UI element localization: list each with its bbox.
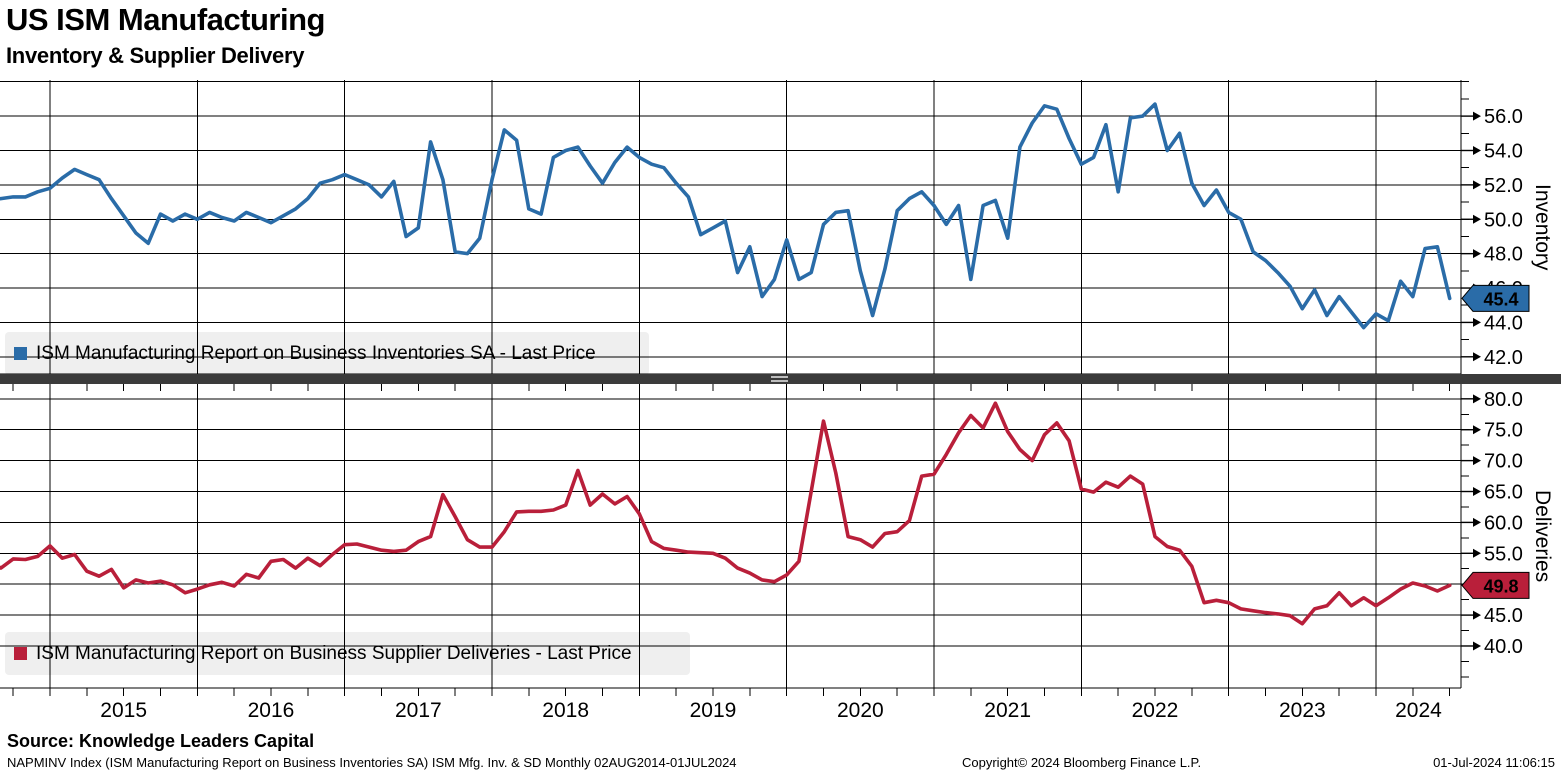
x-axis-year-label: 2021	[984, 699, 1031, 722]
page-subtitle: Inventory & Supplier Delivery	[6, 43, 305, 68]
svg-text:44.0: 44.0	[1484, 312, 1523, 334]
deliveries-legend-label: ISM Manufacturing Report on Business Sup…	[36, 642, 632, 664]
inventory-legend-label: ISM Manufacturing Report on Business Inv…	[36, 342, 596, 364]
ticker-description: NAPMINV Index (ISM Manufacturing Report …	[7, 755, 737, 770]
x-axis-year-label: 2017	[395, 699, 442, 722]
svg-text:60.0: 60.0	[1484, 512, 1523, 534]
inventory-legend-box	[5, 332, 649, 375]
deliveries-legend-box	[5, 632, 690, 675]
x-axis-year-label: 2015	[100, 699, 147, 722]
svg-text:70.0: 70.0	[1484, 451, 1523, 473]
svg-text:45.0: 45.0	[1484, 605, 1523, 627]
svg-text:75.0: 75.0	[1484, 420, 1523, 442]
inventory-legend-swatch	[14, 347, 27, 360]
svg-text:56.0: 56.0	[1484, 106, 1523, 128]
timestamp: 01-Jul-2024 11:06:15	[1433, 755, 1555, 770]
svg-text:50.0: 50.0	[1484, 209, 1523, 231]
svg-text:52.0: 52.0	[1484, 175, 1523, 197]
svg-text:80.0: 80.0	[1484, 389, 1523, 411]
inventory-axis-title: Inventory	[1531, 183, 1554, 271]
svg-text:40.0: 40.0	[1484, 636, 1523, 658]
inventory-last-price-badge: 45.4	[1461, 284, 1530, 312]
x-axis-year-label: 2023	[1279, 699, 1326, 722]
source-line: Source: Knowledge Leaders Capital	[7, 731, 315, 751]
pane-resize-grip-icon[interactable]	[771, 376, 788, 382]
svg-text:45.4: 45.4	[1483, 289, 1518, 309]
deliveries-legend: ISM Manufacturing Report on Business Sup…	[14, 632, 632, 675]
copyright-line: Copyright© 2024 Bloomberg Finance L.P.	[962, 755, 1202, 770]
x-axis-year-label: 2019	[690, 699, 737, 722]
pane-divider[interactable]	[0, 374, 1561, 384]
page-title: US ISM Manufacturing	[6, 2, 325, 37]
inventory-series-line	[0, 102, 1452, 330]
x-axis-year-label: 2024	[1395, 699, 1442, 722]
inventory-legend: ISM Manufacturing Report on Business Inv…	[14, 332, 596, 375]
deliveries-axis-title: Deliveries	[1531, 489, 1554, 583]
x-axis-year-label: 2016	[248, 699, 295, 722]
svg-text:48.0: 48.0	[1484, 244, 1523, 266]
deliveries-last-price-badge: 49.8	[1461, 571, 1530, 599]
svg-text:49.8: 49.8	[1483, 576, 1518, 596]
svg-text:54.0: 54.0	[1484, 140, 1523, 162]
svg-text:55.0: 55.0	[1484, 543, 1523, 565]
x-axis-year-label: 2020	[837, 699, 884, 722]
svg-text:42.0: 42.0	[1484, 347, 1523, 369]
x-axis-year-label: 2018	[542, 699, 589, 722]
svg-text:65.0: 65.0	[1484, 482, 1523, 504]
x-axis-year-label: 2022	[1132, 699, 1179, 722]
deliveries-legend-swatch	[14, 647, 27, 660]
deliveries-series-line	[0, 401, 1452, 626]
